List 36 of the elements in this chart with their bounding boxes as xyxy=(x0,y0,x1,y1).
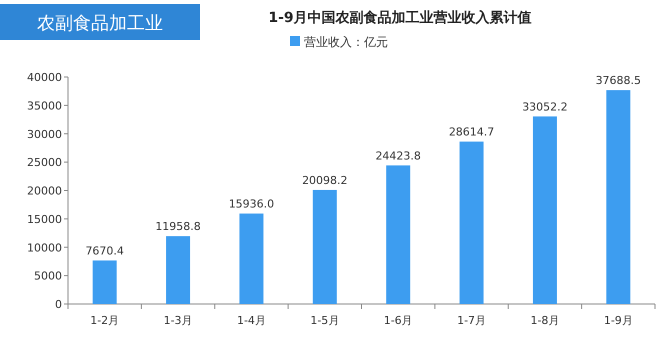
y-tick-label: 35000 xyxy=(27,99,62,112)
y-tick-label: 20000 xyxy=(27,184,62,198)
text: 28614.7 xyxy=(448,126,494,139)
chart-title: 1-9月中国农副食品加工业营业收入累计值 xyxy=(268,10,532,26)
x-tick-label: 1-3月 xyxy=(164,314,193,327)
y-tick-label: 0 xyxy=(55,298,62,311)
x-tick-label: 1-7月 xyxy=(457,314,486,327)
y-tick-label: 30000 xyxy=(27,128,62,141)
bar xyxy=(606,90,630,304)
text: 37688.5 xyxy=(596,74,642,88)
bar xyxy=(386,165,410,304)
x-tick-label: 1-6月 xyxy=(384,314,413,327)
legend-label: 营业收入：亿元 xyxy=(304,35,388,49)
annotation: 农副食品加工业 xyxy=(0,4,200,40)
y-tick-label: 25000 xyxy=(27,156,62,170)
text: 15936.0 xyxy=(228,198,274,211)
text: 11958.8 xyxy=(155,220,201,234)
bar xyxy=(460,142,484,304)
bar xyxy=(532,116,557,304)
x-tick-label: 1-2月 xyxy=(90,314,120,327)
text: 20098.2 xyxy=(302,174,348,187)
y-tick-label: 15000 xyxy=(27,212,62,226)
bar xyxy=(166,236,190,304)
x-tick-label: 1-4月 xyxy=(236,314,266,327)
bar xyxy=(239,214,264,304)
x-tick-label: 1-5月 xyxy=(310,314,340,327)
y-tick-label: 10000 xyxy=(27,241,62,254)
text: 7670.4 xyxy=(85,244,124,258)
bar xyxy=(92,260,117,304)
text: 24423.8 xyxy=(375,149,421,162)
y-tick-label: 5000 xyxy=(34,270,62,283)
bar xyxy=(312,190,337,304)
text: 33052.2 xyxy=(522,100,568,114)
x-tick-label: 1-9月 xyxy=(604,314,633,327)
y-tick-label: 40000 xyxy=(27,71,62,84)
x-tick-label: 1-8月 xyxy=(530,314,560,327)
